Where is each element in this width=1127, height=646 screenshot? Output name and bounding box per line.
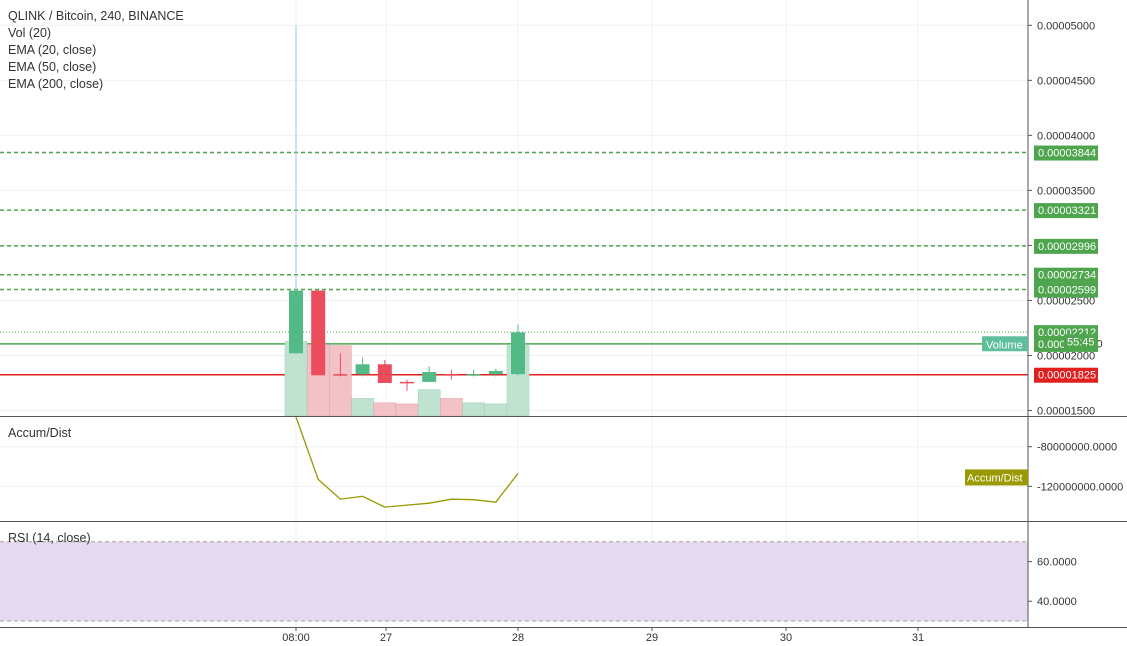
accum-tick-label: -120000000.0000 (1037, 481, 1123, 493)
time-tick-label: 29 (646, 632, 658, 644)
pane-frames (0, 0, 1127, 628)
volume-bar (417, 389, 441, 417)
volume-bar (462, 402, 485, 417)
accum-tag-label: Accum/Dist (967, 472, 1023, 484)
candle-body (377, 364, 392, 383)
candle-body (400, 381, 414, 384)
price-tag-label: 0.00003321 (1038, 205, 1096, 217)
price-tag-label: 0.00003844 (1038, 148, 1096, 160)
rsi-tick-label: 60.0000 (1037, 557, 1077, 569)
indicator-ema-200[interactable]: EMA (200, close) (8, 77, 104, 91)
volume-bar (395, 403, 419, 417)
accum-tick-label: -80000000.0000 (1037, 442, 1117, 454)
indicator-vol[interactable]: Vol (20) (8, 26, 52, 40)
price-tick-label: 0.00005000 (1037, 20, 1095, 32)
price-tick-label: 0.00004000 (1037, 130, 1095, 142)
price-tag (1034, 282, 1098, 298)
volume-bar (351, 398, 374, 417)
accum-tag (965, 469, 1028, 486)
candle-body (422, 371, 437, 382)
accum-dist-polyline (295, 416, 519, 508)
price-tag-label: 0.00002734 (1038, 270, 1096, 282)
accum-dist-title[interactable]: Accum/Dist (8, 426, 72, 440)
volume-label: Volume (986, 339, 1023, 351)
price-tag (1034, 145, 1098, 161)
price-tag (1034, 367, 1098, 383)
time-tick-label: 30 (780, 632, 792, 644)
timer-label: 55:45 (1067, 336, 1095, 348)
time-tick-label: 27 (380, 632, 392, 644)
price-axis[interactable]: 0.00005000 0.00004500 0.00004000 0.00003500… (1028, 20, 1123, 608)
price-tag-label: 0.00002996 (1038, 241, 1096, 253)
time-axis[interactable]: 08:00 27 28 29 30 31 (282, 627, 924, 644)
price-tick-label: 0.00001500 (1037, 405, 1095, 417)
indicator-ema-50[interactable]: EMA (50, close) (8, 60, 97, 74)
volume-bar (373, 402, 397, 417)
volume-tag (982, 336, 1028, 352)
price-tag-label: 0.00002599 (1038, 285, 1096, 297)
candle-body (466, 374, 481, 376)
candle-body (511, 332, 525, 375)
rsi-tick-label: 40.0000 (1037, 596, 1077, 608)
candle-body (311, 290, 326, 376)
price-tick-label: 0.00002000 (1037, 350, 1095, 362)
timer-tag (1064, 334, 1098, 349)
price-tick-label: 0.00002500 (1037, 295, 1095, 307)
price-tag (1034, 267, 1098, 283)
price-tick-label: 0.00003500 (1037, 185, 1095, 197)
price-tags: 0.00003844 0.00003321 0.00002996 0.00002734… (965, 145, 1103, 486)
candlesticks (289, 25, 525, 391)
time-tick-label: 08:00 (282, 632, 310, 644)
time-tick-label: 28 (512, 632, 524, 644)
chart-legend: QLINK / Bitcoin, 240, BINANCE Vol (20) E… (8, 8, 184, 93)
grid-lines (0, 0, 1028, 627)
price-tag (1034, 238, 1098, 254)
volume-bar (484, 403, 508, 417)
price-tick-label: 0.00004500 (1037, 75, 1095, 87)
rsi-band-fill (0, 541, 1028, 622)
time-tick-label: 31 (912, 632, 924, 644)
accum-dist-line (295, 416, 519, 508)
indicator-ema-20[interactable]: EMA (20, close) (8, 43, 97, 57)
symbol-title[interactable]: QLINK / Bitcoin, 240, BINANCE (8, 9, 184, 23)
price-tag (1034, 203, 1098, 219)
volume-bar (440, 398, 463, 417)
candle-body (444, 374, 459, 376)
rsi-band (0, 541, 1028, 622)
price-tag-label: 0.00001825 (1038, 370, 1096, 382)
rsi-title[interactable]: RSI (14, close) (8, 531, 91, 545)
candle-body (289, 290, 303, 354)
candle-body (355, 364, 370, 375)
candle-body (333, 374, 348, 376)
candle-body (488, 370, 503, 375)
